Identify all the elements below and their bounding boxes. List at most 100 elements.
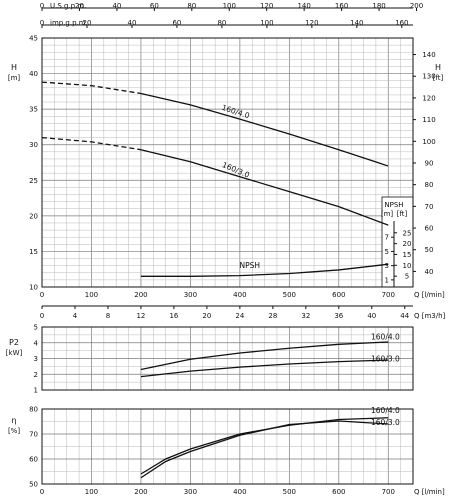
impgpm-tick-label: 140 bbox=[350, 19, 363, 27]
head-x-tick-label: 600 bbox=[332, 291, 345, 299]
head-ft-tick-label: 80 bbox=[425, 181, 434, 189]
head-ft-tick-label: 70 bbox=[425, 203, 434, 211]
eff-y-title: η bbox=[11, 416, 16, 425]
m3h-tick-label: 28 bbox=[268, 312, 277, 320]
power-y-tick-label: 1 bbox=[34, 387, 38, 395]
head-160-3-0-dashed-line bbox=[41, 136, 142, 151]
m3h-tick-label: 8 bbox=[106, 312, 110, 320]
eff-y-tick-label: 80 bbox=[29, 406, 38, 414]
labels-layer: NPSH[m] [ft]13575101520251015202530354045… bbox=[6, 2, 446, 496]
eff-x-title: Q [l/min] bbox=[414, 488, 445, 496]
power-y-unit: [kW] bbox=[6, 349, 23, 357]
power-160-3-0-line bbox=[140, 359, 389, 378]
head-y-tick-label: 25 bbox=[29, 177, 38, 185]
eff-x-tick-label: 700 bbox=[382, 488, 395, 496]
impgpm-tick-label: 60 bbox=[172, 19, 181, 27]
head-ft-tick-label: 40 bbox=[425, 268, 434, 276]
m3h-tick-label: 36 bbox=[334, 312, 343, 320]
head-ft-tick-label: 110 bbox=[422, 116, 435, 124]
power-y-tick-label: 2 bbox=[34, 371, 38, 379]
eff-y-tick-label: 70 bbox=[29, 431, 38, 439]
head-x-tick-label: 200 bbox=[134, 291, 147, 299]
eff-160-4-0-label: 160/4.0 bbox=[371, 406, 400, 415]
eff-x-tick-label: 300 bbox=[184, 488, 197, 496]
head-ft-tick-label: 100 bbox=[422, 138, 435, 146]
eff-y-tick-label: 60 bbox=[29, 456, 38, 464]
head-ft-tick-label: 60 bbox=[425, 225, 434, 233]
power-y-title: P2 bbox=[9, 338, 19, 347]
head-160-4-0-line bbox=[140, 92, 389, 167]
npsh-scale-unit-ft: [ft] bbox=[397, 210, 408, 218]
head-ft-tick-label: 120 bbox=[422, 94, 435, 102]
head-y-title: H bbox=[11, 63, 17, 72]
eff-y-tick-label: 50 bbox=[29, 481, 38, 489]
usgpm-tick-label: 100 bbox=[223, 2, 236, 10]
npsh-ft-tick-label: 5 bbox=[405, 273, 409, 281]
impgpm-tick-label: 160 bbox=[395, 19, 408, 27]
head-ft-title: H bbox=[435, 63, 441, 72]
head-x-tick-label: 500 bbox=[283, 291, 296, 299]
usgpm-tick-label: 120 bbox=[260, 2, 273, 10]
npsh-m-tick-label: 5 bbox=[385, 248, 389, 256]
npsh-line bbox=[140, 263, 389, 277]
curves-layer bbox=[41, 81, 389, 479]
npsh-m-tick-label: 1 bbox=[385, 276, 389, 284]
m3h-tick-label: 0 bbox=[40, 312, 44, 320]
usgpm-tick-label: 0 bbox=[40, 2, 44, 10]
power-y-tick-label: 5 bbox=[34, 324, 38, 332]
head-160-4-0-dashed-line bbox=[41, 81, 142, 95]
head-ft-tick-label: 90 bbox=[425, 159, 434, 167]
usgpm-tick-label: 200 bbox=[410, 2, 423, 10]
npsh-ft-tick-label: 15 bbox=[403, 251, 412, 259]
head-x-title: Q [l/min] bbox=[414, 291, 445, 299]
head-ft-tick-label: 140 bbox=[422, 51, 435, 59]
usgpm-title: U.S.g.p.m. bbox=[50, 2, 86, 10]
usgpm-tick-label: 140 bbox=[297, 2, 310, 10]
head-x-tick-label: 100 bbox=[85, 291, 98, 299]
impgpm-tick-label: 100 bbox=[260, 19, 273, 27]
npsh-ft-tick-label: 25 bbox=[403, 229, 412, 237]
power-panel-frame bbox=[41, 326, 414, 391]
eff-panel-frame bbox=[41, 408, 414, 485]
usgpm-tick-label: 60 bbox=[150, 2, 159, 10]
m3h-tick-label: 4 bbox=[73, 312, 78, 320]
eff-y-unit: [%] bbox=[8, 427, 20, 435]
usgpm-tick-label: 40 bbox=[112, 2, 121, 10]
head-y-tick-label: 30 bbox=[29, 141, 38, 149]
eff-x-tick-label: 100 bbox=[85, 488, 98, 496]
m3h-title: Q [m3/h] bbox=[414, 312, 446, 320]
usgpm-tick-label: 20 bbox=[75, 2, 84, 10]
eff-160-4-0-line bbox=[140, 417, 389, 475]
impgpm-tick-label: 80 bbox=[217, 19, 226, 27]
head-y-tick-label: 40 bbox=[29, 70, 38, 78]
eff-x-tick-label: 0 bbox=[40, 488, 44, 496]
npsh-m-tick-label: 3 bbox=[385, 262, 389, 270]
npsh-scale-box bbox=[381, 196, 414, 288]
eff-x-tick-label: 600 bbox=[332, 488, 345, 496]
power-160-3-0-label: 160/3.0 bbox=[371, 354, 400, 363]
power-y-tick-label: 3 bbox=[34, 355, 38, 363]
impgpm-title: imp.g.p.m. bbox=[50, 19, 88, 27]
m3h-tick-label: 40 bbox=[367, 312, 376, 320]
eff-x-tick-label: 500 bbox=[283, 488, 296, 496]
head-x-tick-label: 300 bbox=[184, 291, 197, 299]
head-ft-unit: [ft] bbox=[433, 74, 444, 82]
npsh-ft-tick-label: 10 bbox=[403, 262, 412, 270]
usgpm-tick-label: 160 bbox=[335, 2, 348, 10]
impgpm-tick-label: 0 bbox=[40, 19, 44, 27]
head-y-tick-label: 45 bbox=[29, 35, 38, 43]
head-y-tick-label: 15 bbox=[29, 248, 38, 256]
m3h-tick-label: 20 bbox=[202, 312, 211, 320]
power-160-4-0-label: 160/4.0 bbox=[371, 333, 400, 342]
head-ft-tick-label: 130 bbox=[422, 73, 435, 81]
npsh-scale-unit-m: [m] bbox=[381, 210, 394, 218]
m3h-tick-label: 24 bbox=[235, 312, 244, 320]
power-y-tick-label: 4 bbox=[34, 339, 39, 347]
head-x-tick-label: 400 bbox=[233, 291, 246, 299]
npsh-scale-title: NPSH bbox=[384, 201, 403, 209]
npsh-ft-tick-label: 20 bbox=[403, 240, 412, 248]
head-y-tick-label: 35 bbox=[29, 106, 38, 114]
usgpm-tick-label: 80 bbox=[187, 2, 196, 10]
head-160-3-0-label: 160/3.0 bbox=[221, 160, 251, 180]
